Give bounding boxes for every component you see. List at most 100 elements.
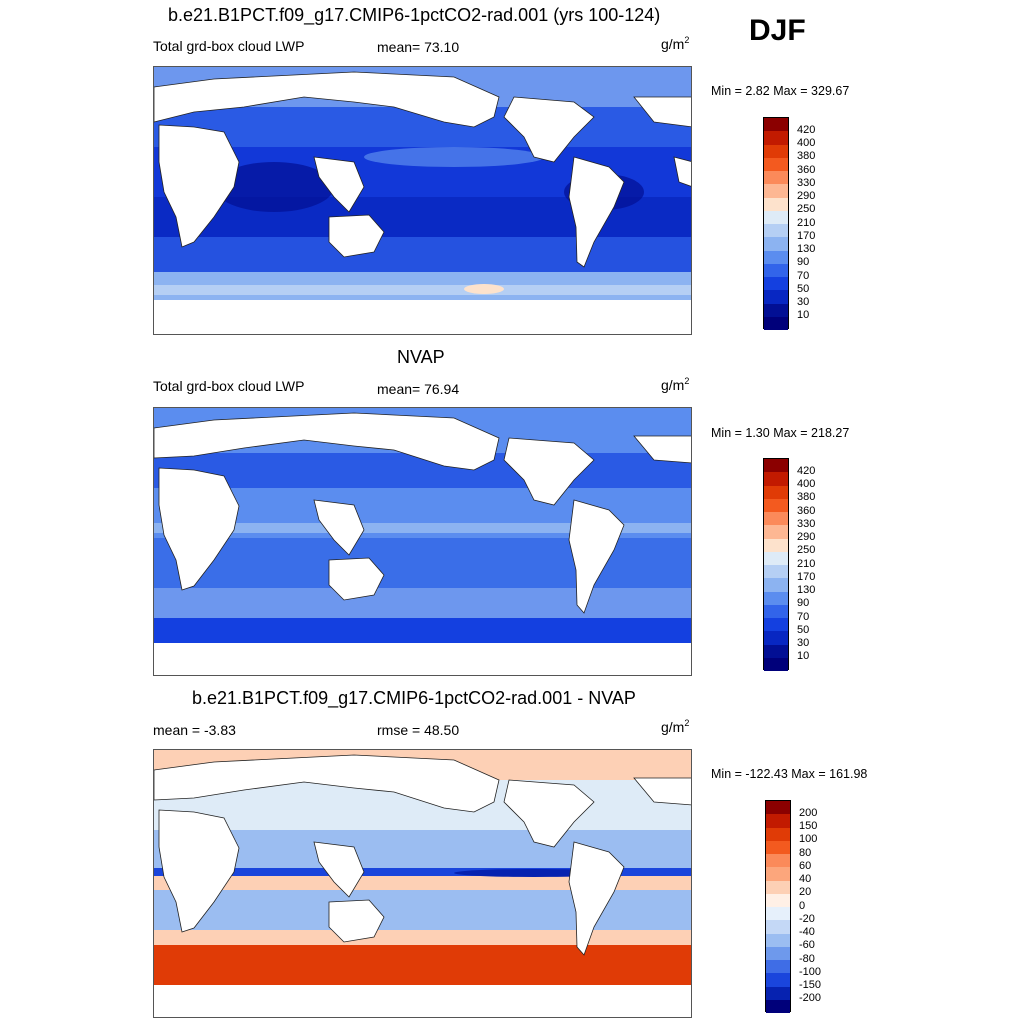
colorbar-swatch: [764, 604, 788, 618]
colorbar-tick-label: 100: [799, 833, 818, 846]
colorbar-tick-label: 70: [797, 610, 810, 623]
colorbar-swatch: [764, 157, 788, 171]
colorbar-tick-label: 130: [797, 243, 816, 255]
colorbar-tick-label: 10: [797, 650, 810, 663]
colorbar-tick-label: 50: [797, 623, 810, 636]
panel-model-minmax: Min = 2.82 Max = 329.67: [711, 84, 850, 98]
colorbar-tick-label: -80: [799, 952, 815, 965]
colorbar-tick-label: 200: [799, 806, 818, 819]
panel-diff-map: [153, 749, 692, 1018]
colorbar-swatch: [764, 459, 788, 473]
colorbar-swatch: [764, 144, 788, 158]
colorbar-swatch: [766, 867, 790, 881]
colorbar-swatch: [764, 290, 788, 304]
panel-diff-units: g/m2: [661, 718, 690, 735]
colorbar-tick-label: 380: [797, 150, 816, 163]
colorbar-swatch: [764, 565, 788, 579]
colorbar-tick-label: -60: [799, 939, 815, 952]
panel-model-title: b.e21.B1PCT.f09_g17.CMIP6-1pctCO2-rad.00…: [168, 5, 661, 25]
colorbar-tick-label: 70: [797, 269, 810, 282]
colorbar-tick-label: -40: [799, 926, 815, 938]
colorbar-tick-label: 210: [797, 216, 816, 229]
colorbar-swatch: [766, 827, 790, 841]
panel-diff-rmse-label: rmse = 48.50: [377, 722, 460, 738]
colorbar-tick-label: 420: [797, 123, 816, 136]
panel-obs-units: g/m2: [661, 376, 690, 393]
colorbar-tick-label: 400: [797, 478, 816, 490]
colorbar-swatch: [766, 893, 790, 907]
colorbar-tick-label: -20: [799, 912, 815, 925]
colorbar-swatch: [766, 973, 790, 987]
colorbar-swatch: [766, 907, 790, 921]
colorbar-swatch: [764, 210, 788, 224]
panel-diff-colorbar-boxes: [765, 800, 791, 1013]
colorbar-tick-label: 40: [799, 873, 812, 885]
colorbar-tick-label: 290: [797, 531, 816, 543]
colorbar-swatch: [764, 263, 788, 277]
colorbar-swatch: [764, 171, 788, 185]
panel-obs-minmax: Min = 1.30 Max = 218.27: [711, 426, 850, 440]
colorbar-swatch: [764, 538, 788, 552]
colorbar-swatch: [764, 512, 788, 526]
colorbar-swatch: [766, 920, 790, 934]
colorbar-swatch: [766, 880, 790, 894]
colorbar-swatch: [764, 184, 788, 198]
colorbar-tick-label: 250: [797, 203, 816, 216]
colorbar-swatch: [766, 933, 790, 947]
panel-obs-title: NVAP: [397, 347, 445, 367]
colorbar-tick-label: 0: [799, 899, 806, 912]
colorbar-swatch: [764, 316, 788, 330]
season-label: DJF: [749, 14, 806, 47]
colorbar-swatch: [764, 498, 788, 512]
panel-model-variable-label: Total grd-box cloud LWP: [153, 38, 305, 54]
colorbar-swatch: [764, 197, 788, 211]
colorbar-tick-label: 360: [797, 163, 816, 176]
colorbar-swatch: [764, 250, 788, 264]
colorbar-swatch: [766, 999, 790, 1013]
panel-diff-title: b.e21.B1PCT.f09_g17.CMIP6-1pctCO2-rad.00…: [192, 688, 636, 708]
panel-obs-mean-label: mean= 76.94: [377, 381, 460, 397]
colorbar-tick-label: 250: [797, 544, 816, 557]
panel-diff-mean-label: mean = -3.83: [153, 722, 236, 738]
colorbar-swatch: [766, 960, 790, 974]
colorbar-tick-label: 80: [799, 846, 812, 859]
colorbar-tick-label: 330: [797, 176, 816, 189]
colorbar-tick-label: 90: [797, 597, 810, 610]
colorbar-tick-label: -150: [799, 979, 822, 991]
colorbar-swatch: [764, 277, 788, 291]
colorbar-swatch: [764, 303, 788, 317]
panel-model-colorbar-boxes: [763, 117, 789, 330]
colorbar-swatch: [764, 618, 788, 632]
colorbar-tick-label: 400: [797, 137, 816, 149]
colorbar-tick-label: 10: [797, 309, 810, 322]
colorbar-swatch: [764, 657, 788, 671]
colorbar-swatch: [764, 472, 788, 486]
colorbar-tick-label: 30: [797, 296, 810, 308]
colorbar-swatch: [764, 485, 788, 499]
colorbar-tick-label: 90: [797, 256, 810, 269]
panel-model-mean-label: mean= 73.10: [377, 39, 460, 55]
colorbar-swatch: [764, 224, 788, 238]
colorbar-tick-label: -200: [799, 992, 822, 1005]
colorbar-tick-label: 50: [797, 282, 810, 295]
colorbar-swatch: [764, 237, 788, 251]
colorbar-swatch: [764, 644, 788, 658]
colorbar-tick-label: 20: [799, 886, 812, 899]
colorbar-swatch: [764, 118, 788, 132]
colorbar-tick-label: 360: [797, 504, 816, 517]
colorbar-tick-label: 30: [797, 637, 810, 649]
colorbar-tick-label: 60: [799, 859, 812, 872]
colorbar-tick-label: 330: [797, 517, 816, 530]
colorbar-tick-label: 150: [799, 820, 818, 832]
panel-model-map: [153, 66, 692, 335]
colorbar-swatch: [766, 801, 790, 815]
colorbar-swatch: [766, 840, 790, 854]
colorbar-swatch: [766, 814, 790, 828]
panel-obs-colorbar-boxes: [763, 458, 789, 671]
panel-obs-variable-label: Total grd-box cloud LWP: [153, 378, 305, 394]
colorbar-tick-label: 290: [797, 190, 816, 202]
colorbar-swatch: [764, 525, 788, 539]
colorbar-tick-label: 130: [797, 584, 816, 596]
colorbar-swatch: [764, 591, 788, 605]
panel-model-units: g/m2: [661, 35, 690, 52]
